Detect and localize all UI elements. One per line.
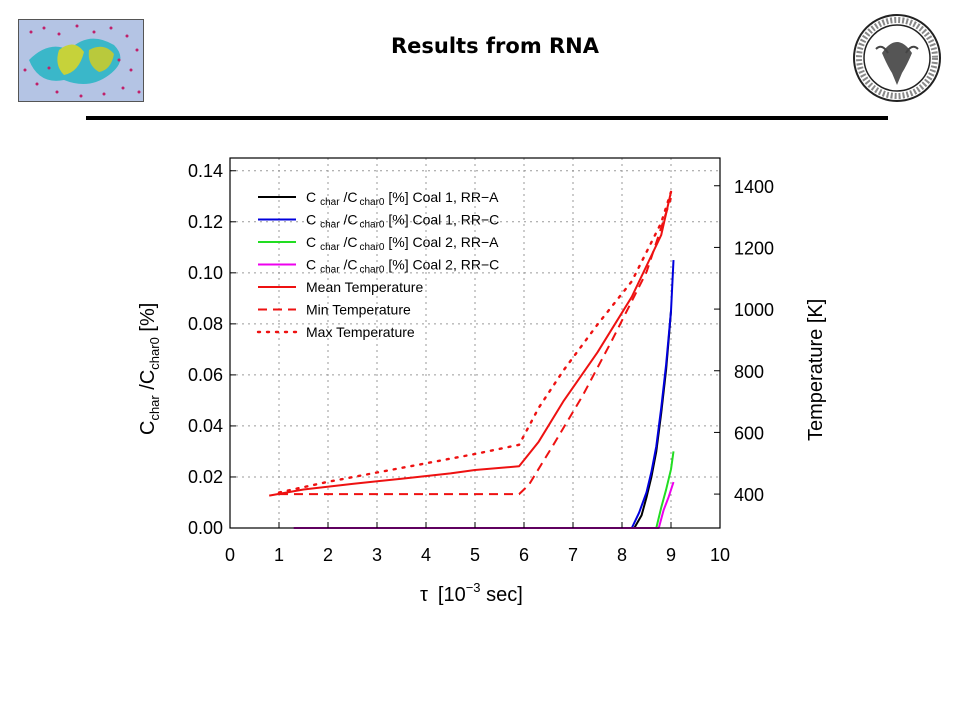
y-left-tick-label: 0.14 [188, 161, 223, 181]
title-divider [86, 116, 888, 120]
x-tick-label: 9 [666, 545, 676, 565]
simulation-render-image [19, 20, 143, 101]
simulation-render-logo [18, 19, 144, 102]
legend-label-7: Max Temperature [306, 324, 415, 340]
y-left-tick-label: 0.08 [188, 314, 223, 334]
y-left-tick-label: 0.10 [188, 263, 223, 283]
x-tick-label: 1 [274, 545, 284, 565]
x-tick-label: 5 [470, 545, 480, 565]
university-seal-logo [853, 14, 941, 102]
x-axis-title: τ [10−3 sec] [420, 580, 523, 606]
y-right-tick-label: 600 [734, 423, 764, 443]
series-line-2 [630, 260, 675, 529]
x-tick-label: 4 [421, 545, 431, 565]
y-axis-left-title: Cchar /Cchar0 [%] [137, 303, 162, 435]
series-line-5 [269, 191, 672, 497]
x-tick-label: 10 [710, 545, 730, 565]
y-left-tick-label: 0.06 [188, 365, 223, 385]
y-right-tick-label: 1400 [734, 177, 774, 197]
x-tick-label: 8 [617, 545, 627, 565]
y-axis-right-title: Temperature [K] [805, 299, 827, 441]
y-right-tick-label: 800 [734, 362, 764, 382]
y-left-tick-label: 0.04 [188, 416, 223, 436]
y-right-tick-label: 1200 [734, 238, 774, 258]
x-tick-label: 2 [323, 545, 333, 565]
y-left-tick-label: 0.02 [188, 467, 223, 487]
tick-layer: 0 1 2 3 4 5 6 7 8 9 10 0.00 0.02 0.04 0.06 0.08 0.10 0.12… [188, 161, 774, 565]
series-line-6 [279, 197, 672, 496]
series-layer [269, 190, 675, 529]
y-left-tick-label: 0.12 [188, 212, 223, 232]
y-right-tick-label: 400 [734, 485, 764, 505]
x-tick-label: 7 [568, 545, 578, 565]
slide-title: Results from RNA [390, 34, 600, 58]
series-line-7 [277, 190, 673, 494]
x-tick-label: 3 [372, 545, 382, 565]
x-tick-label: 6 [519, 545, 529, 565]
legend-label-5: Mean Temperature [306, 279, 423, 295]
x-tick-label: 0 [225, 545, 235, 565]
y-right-tick-label: 1000 [734, 300, 774, 320]
legend-label-6: Min Temperature [306, 302, 411, 318]
y-left-tick-label: 0.00 [188, 518, 223, 538]
series-line-3 [655, 451, 675, 529]
